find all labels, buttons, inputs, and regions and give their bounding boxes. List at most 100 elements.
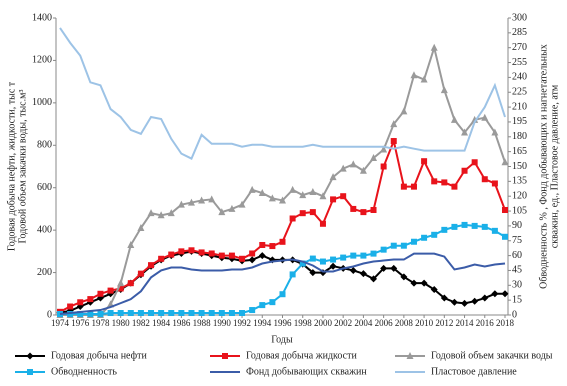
- marker: [360, 252, 367, 259]
- marker: [187, 198, 195, 206]
- legend-label: Годовой объем закачки воды: [431, 350, 553, 361]
- x-tick-label: 2014: [456, 318, 475, 328]
- x-tick-label: 2016: [476, 318, 495, 328]
- y2-tick-label: 225: [512, 87, 527, 98]
- marker: [471, 222, 478, 229]
- marker: [370, 154, 378, 162]
- marker: [238, 200, 246, 208]
- legend-label: Годовая добыча жидкости: [246, 350, 357, 361]
- y-tick-label: 400: [37, 224, 52, 235]
- marker: [319, 192, 327, 200]
- marker: [117, 279, 125, 287]
- x-tick-label: 2010: [415, 318, 434, 328]
- marker: [208, 310, 215, 317]
- marker: [410, 238, 417, 245]
- marker: [330, 256, 337, 263]
- y2-axis-title: Обводненность % , Фонд добывающих и нагн…: [538, 44, 549, 289]
- y2-tick-label: 75: [512, 235, 522, 246]
- marker: [228, 255, 236, 263]
- marker: [461, 221, 468, 228]
- marker: [178, 248, 185, 255]
- marker: [279, 238, 286, 245]
- marker: [158, 255, 165, 262]
- marker: [380, 246, 387, 253]
- marker: [309, 187, 317, 195]
- marker: [248, 185, 256, 193]
- y2-tick-label: 90: [512, 220, 522, 231]
- marker: [258, 252, 266, 260]
- marker: [198, 196, 206, 204]
- marker: [249, 307, 256, 314]
- x-axis-title: Годы: [271, 334, 293, 345]
- marker: [258, 189, 266, 197]
- marker: [198, 310, 205, 317]
- x-tick-label: 2002: [334, 318, 352, 328]
- marker: [279, 196, 286, 204]
- marker: [340, 193, 347, 200]
- marker: [97, 290, 104, 297]
- series-line: [59, 252, 506, 316]
- marker: [299, 260, 306, 267]
- marker: [370, 275, 378, 283]
- marker: [198, 249, 205, 256]
- x-tick-label: 1980: [112, 318, 131, 328]
- marker: [400, 107, 408, 115]
- y2-tick-label: 0: [512, 309, 517, 320]
- marker: [87, 296, 94, 303]
- x-tick-label: 1990: [213, 318, 232, 328]
- marker: [450, 298, 458, 306]
- legend-label: Годовая добыча нефти: [51, 350, 147, 361]
- marker: [380, 264, 388, 272]
- marker: [400, 273, 408, 281]
- marker: [178, 310, 185, 317]
- marker: [299, 191, 307, 199]
- marker: [329, 262, 337, 270]
- marker: [248, 256, 256, 264]
- y2-tick-label: 195: [512, 116, 527, 127]
- y2-tick-label: 240: [512, 72, 527, 83]
- marker: [340, 254, 347, 261]
- marker: [137, 270, 144, 277]
- y2-tick-label: 105: [512, 205, 527, 216]
- legend-marker: [27, 369, 33, 375]
- marker: [471, 297, 479, 305]
- marker: [502, 233, 508, 240]
- marker: [410, 71, 418, 79]
- marker: [148, 262, 155, 269]
- x-tick-label: 1994: [253, 318, 272, 328]
- marker: [168, 251, 175, 258]
- y2-axis-title: скважин, ед., Пластовое давление, атм: [549, 84, 560, 248]
- marker: [471, 159, 478, 166]
- marker: [481, 176, 488, 183]
- marker: [481, 294, 489, 302]
- marker: [400, 242, 407, 249]
- marker: [289, 215, 296, 222]
- marker: [501, 290, 509, 298]
- marker: [259, 302, 266, 309]
- marker: [400, 183, 407, 190]
- marker: [330, 196, 337, 203]
- marker: [208, 195, 216, 203]
- marker: [421, 158, 428, 165]
- y-tick-label: 0: [47, 309, 52, 320]
- marker: [228, 252, 235, 259]
- marker: [329, 173, 337, 181]
- marker: [127, 310, 134, 317]
- marker: [430, 286, 438, 294]
- marker: [390, 242, 397, 249]
- y-axis-title: Годовая добыча нефти, жидкости, тыс т: [6, 81, 17, 251]
- marker: [177, 200, 185, 208]
- marker: [359, 270, 367, 278]
- marker: [269, 299, 276, 306]
- marker: [441, 179, 448, 186]
- marker: [157, 211, 165, 219]
- marker: [502, 206, 508, 213]
- legend-marker: [406, 352, 414, 359]
- marker: [390, 138, 397, 145]
- legend-label: Пластовое давление: [431, 366, 517, 377]
- marker: [239, 255, 246, 262]
- y2-tick-label: 165: [512, 146, 527, 157]
- x-tick-label: 2004: [354, 318, 373, 328]
- marker: [491, 290, 499, 298]
- marker: [501, 158, 509, 166]
